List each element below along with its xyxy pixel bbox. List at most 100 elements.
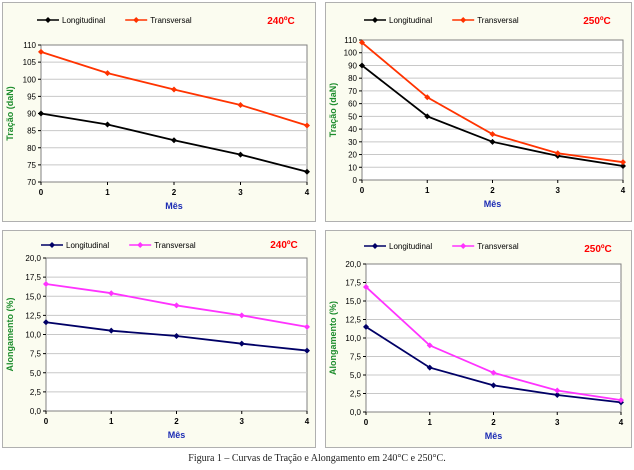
x-tick-label: 3: [240, 417, 245, 426]
y-tick-label: 10,0: [25, 331, 41, 340]
data-point-transversal: [424, 94, 431, 101]
x-tick-label: 1: [109, 417, 114, 426]
y-axis-label: Tração (daN): [5, 86, 15, 141]
data-point-transversal: [554, 150, 561, 157]
x-tick-label: 3: [238, 188, 243, 197]
y-tick-label: 110: [23, 41, 36, 50]
y-tick-label: 15,0: [25, 292, 41, 301]
legend-marker: [137, 242, 144, 248]
legend-marker: [460, 17, 467, 23]
data-point-transversal: [363, 283, 369, 290]
y-tick-label: 17,5: [25, 273, 41, 282]
data-point-longitudinal: [426, 364, 433, 371]
legend-label: Transversal: [154, 241, 196, 250]
y-tick-label: 10: [348, 163, 357, 172]
y-tick-label: 90: [348, 61, 357, 70]
y-tick-label: 75: [27, 161, 36, 170]
y-tick-label: 12,5: [345, 316, 361, 325]
y-tick-label: 15,0: [345, 297, 361, 306]
y-tick-label: 7,5: [30, 350, 42, 359]
data-point-longitudinal: [237, 151, 244, 158]
data-point-transversal: [173, 302, 180, 309]
legend-marker: [372, 243, 378, 249]
x-tick-label: 4: [305, 417, 310, 426]
data-point-transversal: [490, 369, 497, 376]
data-point-transversal: [618, 397, 624, 404]
y-tick-label: 95: [27, 92, 36, 101]
figure-caption: Figura 1 – Curvas de Tração e Alongament…: [188, 453, 446, 464]
y-tick-label: 20,0: [345, 260, 361, 269]
y-tick-label: 5,0: [30, 369, 42, 378]
y-axis-label: Alongamento (%): [328, 301, 338, 375]
y-tick-label: 110: [344, 36, 357, 45]
data-point-longitudinal: [424, 113, 431, 120]
x-axis-label: Mês: [168, 430, 186, 440]
y-tick-label: 100: [344, 49, 358, 58]
y-tick-label: 7,5: [350, 353, 362, 362]
chart-panel-tracao-250: 0 10 20 30 40 50 60 70 80 90 100 110 0 1 2 3 4 Mês Tração …: [325, 2, 632, 222]
x-tick-label: 2: [174, 417, 179, 426]
data-point-longitudinal: [359, 62, 365, 69]
y-tick-label: 2,5: [350, 390, 362, 399]
data-point-longitudinal: [490, 382, 497, 389]
data-point-transversal: [43, 281, 49, 288]
y-tick-label: 2,5: [30, 388, 42, 397]
chart-panel-tracao-240: 70 75 80 85 90 95 100 105 110 0 1 2 3 4 Mês Tração (daN…: [2, 2, 316, 222]
legend-marker: [133, 17, 140, 23]
y-tick-label: 40: [348, 125, 357, 134]
legend-label: Transversal: [477, 242, 519, 251]
x-axis-label: Mês: [484, 199, 502, 209]
chart-title: 240ºC: [267, 16, 295, 27]
y-tick-label: 12,5: [25, 311, 41, 320]
y-tick-label: 0,0: [30, 407, 42, 416]
x-tick-label: 3: [555, 418, 560, 427]
data-point-transversal: [237, 101, 244, 108]
x-tick-label: 1: [428, 418, 433, 427]
data-point-transversal: [38, 48, 44, 55]
y-tick-label: 20,0: [25, 254, 41, 263]
y-tick-label: 0: [353, 176, 358, 185]
y-tick-label: 105: [23, 58, 37, 67]
y-tick-label: 85: [27, 127, 36, 136]
legend-label: Longitudinal: [389, 16, 432, 25]
y-tick-label: 60: [348, 100, 357, 109]
chart-panel-alongamento-240: 0,0 2,5 5,0 7,5 10,0 12,5 15,0 17,5 20,0 0 1 2 3 4 Mês…: [2, 230, 316, 448]
x-tick-label: 1: [425, 186, 430, 195]
data-point-longitudinal: [554, 391, 561, 398]
data-point-longitudinal: [171, 137, 177, 144]
legend-marker: [49, 242, 55, 248]
x-tick-label: 0: [360, 186, 365, 195]
x-tick-label: 4: [619, 418, 624, 427]
legend-label: Longitudinal: [62, 16, 105, 25]
data-point-longitudinal: [238, 340, 245, 347]
legend-label: Longitudinal: [66, 241, 109, 250]
data-point-longitudinal: [363, 323, 369, 330]
x-tick-label: 0: [364, 418, 369, 427]
legend-label: Longitudinal: [389, 242, 432, 251]
y-tick-label: 0,0: [350, 408, 362, 417]
data-point-longitudinal: [104, 121, 111, 128]
chart-tracao-240: 70 75 80 85 90 95 100 105 110 0 1 2 3 4 Mês Tração (daN…: [5, 16, 310, 211]
data-point-longitudinal: [43, 319, 49, 326]
data-point-longitudinal: [304, 168, 310, 175]
data-point-transversal: [426, 342, 433, 349]
data-point-longitudinal: [304, 347, 310, 354]
data-point-transversal: [238, 312, 245, 319]
data-point-transversal: [620, 159, 626, 166]
data-point-transversal: [359, 39, 365, 46]
chart-alongamento-240: 0,0 2,5 5,0 7,5 10,0 12,5 15,0 17,5 20,0 0 1 2 3 4 Mês…: [5, 240, 310, 440]
x-tick-label: 1: [105, 188, 110, 197]
y-tick-label: 20: [348, 151, 357, 160]
x-tick-label: 2: [172, 188, 177, 197]
y-tick-label: 100: [23, 75, 37, 84]
x-tick-label: 0: [44, 417, 49, 426]
data-point-longitudinal: [108, 327, 115, 334]
legend-marker: [460, 243, 467, 249]
y-tick-label: 70: [348, 87, 357, 96]
data-point-transversal: [108, 290, 115, 297]
data-point-transversal: [171, 86, 177, 93]
y-tick-label: 80: [348, 74, 357, 83]
chart-title: 240ºC: [270, 240, 298, 251]
chart-title: 250ºC: [584, 244, 612, 255]
data-point-transversal: [489, 131, 496, 138]
